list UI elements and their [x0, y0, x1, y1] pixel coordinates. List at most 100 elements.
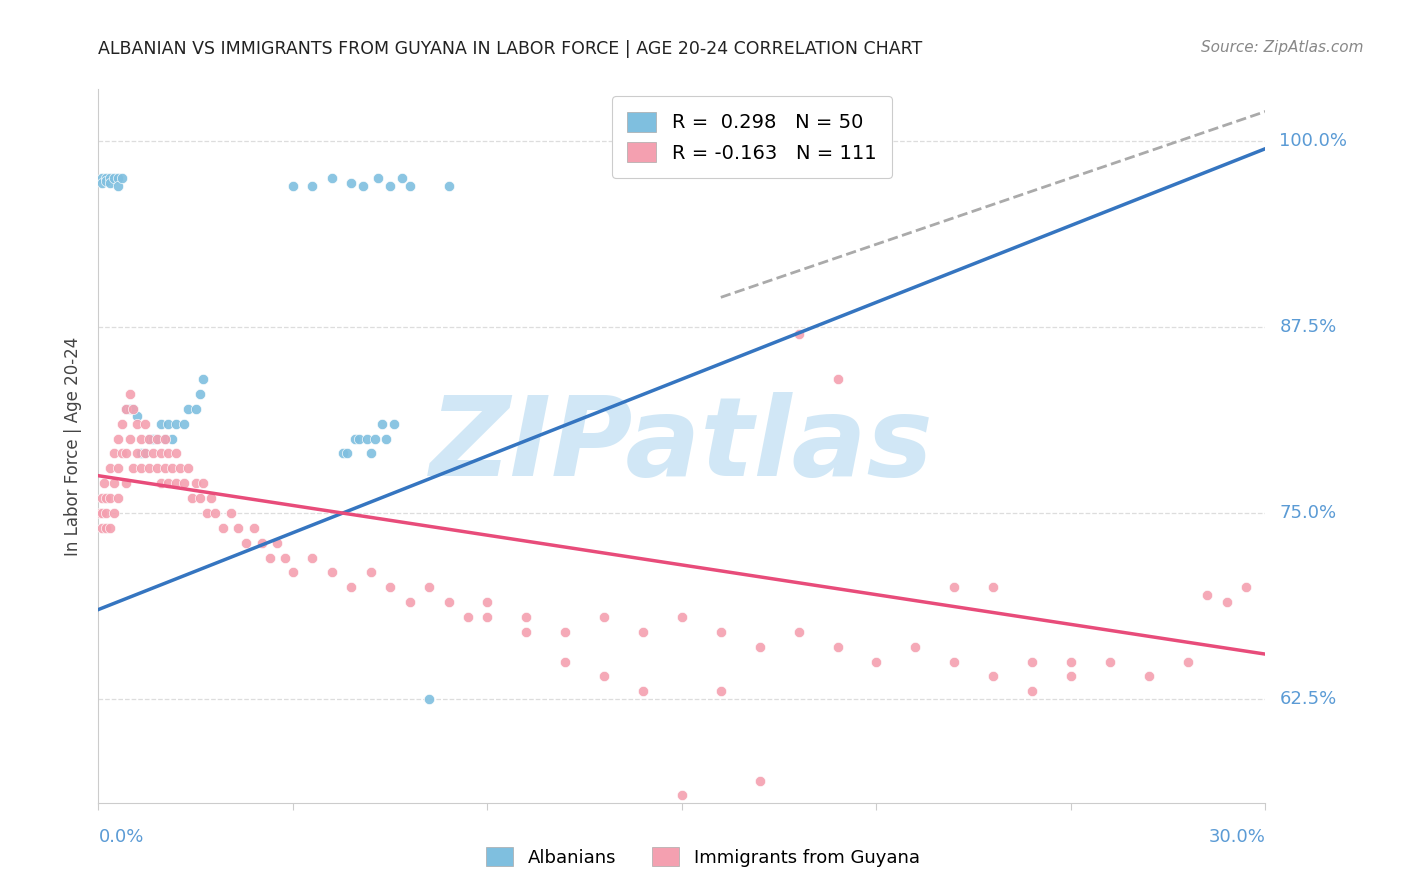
- Point: [477, 610, 499, 624]
- Point: [146, 432, 169, 446]
- Point: [107, 461, 129, 475]
- Point: [122, 461, 145, 475]
- Point: [89, 506, 111, 520]
- Point: [138, 461, 160, 475]
- Point: [107, 432, 129, 446]
- Point: [98, 461, 121, 475]
- Point: [344, 432, 367, 446]
- Point: [457, 610, 479, 624]
- Point: [477, 595, 499, 609]
- Point: [114, 401, 136, 416]
- Point: [169, 461, 191, 475]
- Point: [193, 372, 215, 386]
- Point: [91, 491, 114, 505]
- Point: [235, 535, 257, 549]
- Point: [367, 171, 389, 186]
- Point: [98, 521, 121, 535]
- Point: [118, 387, 141, 401]
- Point: [146, 432, 169, 446]
- Point: [91, 176, 114, 190]
- Point: [118, 432, 141, 446]
- Text: 75.0%: 75.0%: [1279, 504, 1337, 522]
- Point: [107, 178, 129, 193]
- Point: [96, 171, 118, 186]
- Point: [827, 640, 849, 654]
- Point: [347, 432, 370, 446]
- Point: [162, 461, 184, 475]
- Point: [114, 476, 136, 491]
- Point: [219, 506, 242, 520]
- Point: [149, 476, 172, 491]
- Point: [184, 401, 207, 416]
- Point: [827, 372, 849, 386]
- Point: [378, 178, 402, 193]
- Point: [138, 432, 160, 446]
- Point: [107, 491, 129, 505]
- Text: Source: ZipAtlas.com: Source: ZipAtlas.com: [1201, 40, 1364, 55]
- Point: [1098, 655, 1121, 669]
- Point: [138, 432, 160, 446]
- Point: [981, 580, 1004, 594]
- Point: [177, 401, 200, 416]
- Point: [360, 566, 382, 580]
- Point: [157, 417, 180, 431]
- Point: [631, 624, 654, 639]
- Point: [96, 174, 118, 188]
- Point: [398, 178, 420, 193]
- Point: [134, 446, 156, 460]
- Point: [418, 580, 440, 594]
- Point: [1195, 588, 1218, 602]
- Point: [515, 624, 537, 639]
- Point: [321, 566, 343, 580]
- Point: [98, 176, 121, 190]
- Point: [188, 491, 211, 505]
- Point: [204, 506, 226, 520]
- Point: [162, 432, 184, 446]
- Point: [98, 491, 121, 505]
- Point: [173, 417, 195, 431]
- Point: [710, 684, 733, 698]
- Point: [127, 446, 149, 460]
- Point: [1234, 580, 1257, 594]
- Point: [1215, 595, 1237, 609]
- Point: [437, 595, 460, 609]
- Point: [301, 178, 323, 193]
- Text: ZIPatlas: ZIPatlas: [430, 392, 934, 500]
- Point: [1177, 655, 1199, 669]
- Point: [96, 506, 118, 520]
- Point: [103, 506, 125, 520]
- Point: [165, 446, 187, 460]
- Point: [671, 610, 693, 624]
- Point: [418, 691, 440, 706]
- Point: [165, 417, 187, 431]
- Point: [195, 506, 218, 520]
- Point: [865, 655, 887, 669]
- Point: [98, 171, 121, 186]
- Point: [631, 684, 654, 698]
- Text: 0.0%: 0.0%: [98, 828, 143, 846]
- Point: [103, 171, 125, 186]
- Point: [515, 610, 537, 624]
- Point: [103, 476, 125, 491]
- Point: [212, 521, 235, 535]
- Point: [321, 171, 343, 186]
- Point: [91, 171, 114, 186]
- Point: [243, 521, 266, 535]
- Point: [111, 417, 134, 431]
- Point: [153, 432, 176, 446]
- Point: [96, 491, 118, 505]
- Point: [748, 773, 770, 788]
- Point: [129, 461, 152, 475]
- Point: [91, 506, 114, 520]
- Point: [91, 521, 114, 535]
- Point: [142, 446, 165, 460]
- Legend: Albanians, Immigrants from Guyana: Albanians, Immigrants from Guyana: [479, 840, 927, 874]
- Point: [437, 178, 460, 193]
- Point: [111, 446, 134, 460]
- Point: [748, 640, 770, 654]
- Point: [554, 655, 576, 669]
- Point: [391, 171, 413, 186]
- Point: [981, 669, 1004, 683]
- Point: [142, 432, 165, 446]
- Point: [149, 446, 172, 460]
